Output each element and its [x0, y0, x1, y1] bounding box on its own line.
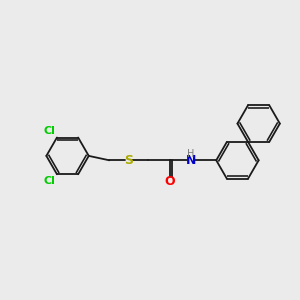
Text: Cl: Cl — [44, 176, 56, 186]
Text: N: N — [186, 154, 196, 167]
Text: O: O — [164, 175, 175, 188]
Text: Cl: Cl — [44, 126, 56, 136]
Text: S: S — [124, 154, 133, 167]
Text: H: H — [187, 149, 194, 159]
